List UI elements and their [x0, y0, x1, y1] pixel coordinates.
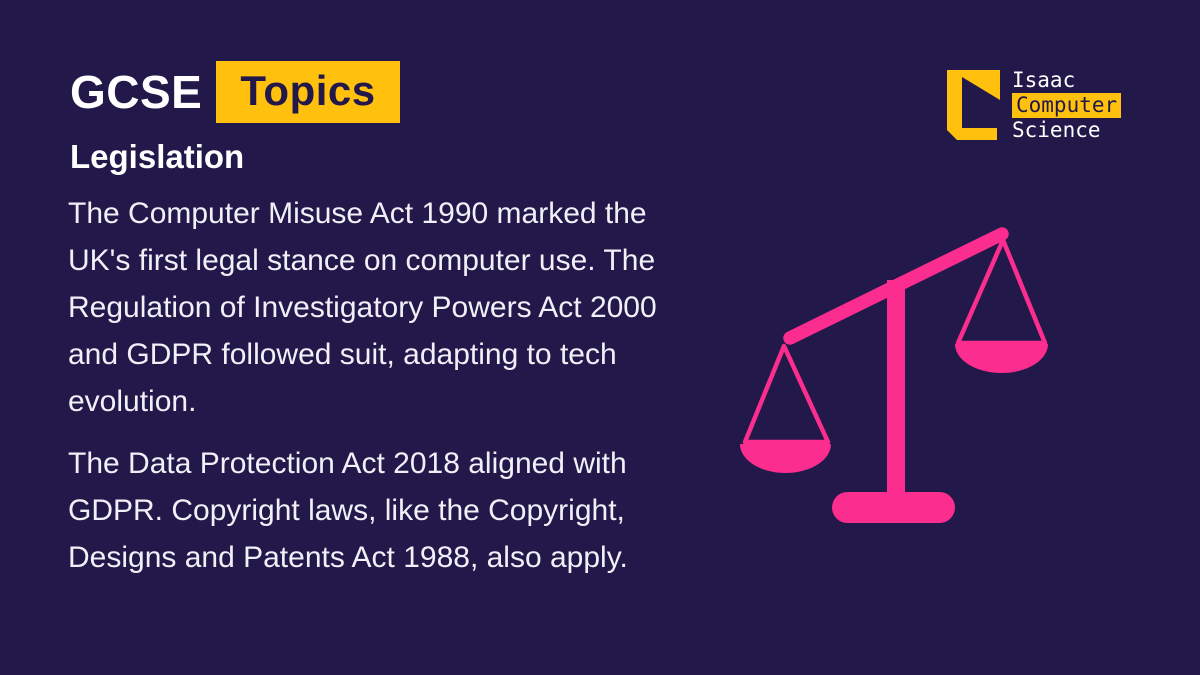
- scales-left-hanger: [742, 343, 831, 445]
- paragraph-2: The Data Protection Act 2018 aligned wit…: [68, 447, 628, 574]
- logo-wordmark: Isaac Computer Science: [1012, 68, 1122, 143]
- series-label: GCSE: [70, 66, 203, 118]
- scales-pole: [887, 280, 905, 496]
- isaac-c-mark-icon: [947, 70, 1000, 140]
- paragraph-1: The Computer Misuse Act 1990 marked the …: [68, 197, 657, 418]
- header: GCSE Topics: [70, 58, 400, 126]
- body-copy: The Computer Misuse Act 1990 marked the …: [68, 190, 696, 581]
- scales-right-hanger: [955, 237, 1048, 346]
- scales-left-pan: [740, 444, 831, 473]
- scales-base: [832, 492, 955, 523]
- page-title: Legislation: [70, 138, 245, 175]
- logo-line-isaac: Isaac: [1012, 68, 1076, 92]
- isaac-cs-logo: Isaac Computer Science: [944, 58, 1122, 146]
- logo-line-computer: Computer: [1012, 93, 1122, 118]
- topics-badge: Topics: [216, 61, 400, 123]
- scales-right-pan: [955, 344, 1048, 373]
- scales-of-justice-icon: [740, 227, 1048, 523]
- isaac-c-mark-shape: [947, 70, 1000, 140]
- scales-beam: [783, 227, 1009, 345]
- logo-line-science: Science: [1012, 118, 1101, 142]
